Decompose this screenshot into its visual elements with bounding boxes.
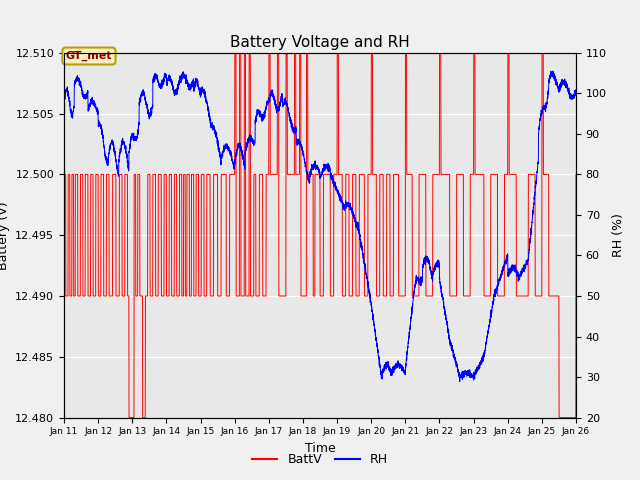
BattV [60, 171, 68, 177]
Legend: BattV, RH: BattV, RH [248, 448, 392, 471]
BattV [481, 293, 489, 299]
BattV [153, 293, 161, 299]
BattV [394, 171, 401, 177]
BattV [442, 171, 450, 177]
RH [572, 89, 580, 95]
Line: BattV: BattV [64, 53, 576, 418]
Title: Battery Voltage and RH: Battery Voltage and RH [230, 35, 410, 50]
RH [153, 72, 161, 78]
RH [481, 348, 489, 354]
RH [442, 317, 450, 323]
RH [549, 68, 557, 74]
BattV [367, 50, 375, 56]
Line: RH: RH [64, 71, 576, 382]
BattV [125, 415, 132, 420]
RH [393, 365, 401, 371]
RH [367, 301, 375, 307]
BattV [256, 171, 264, 177]
RH [256, 114, 264, 120]
Text: GT_met: GT_met [66, 51, 112, 61]
Y-axis label: Battery (V): Battery (V) [0, 201, 10, 269]
BattV [572, 171, 580, 177]
RH [456, 379, 463, 384]
X-axis label: Time: Time [305, 442, 335, 455]
RH [60, 99, 68, 105]
Y-axis label: RH (%): RH (%) [612, 213, 625, 257]
BattV [231, 50, 239, 56]
